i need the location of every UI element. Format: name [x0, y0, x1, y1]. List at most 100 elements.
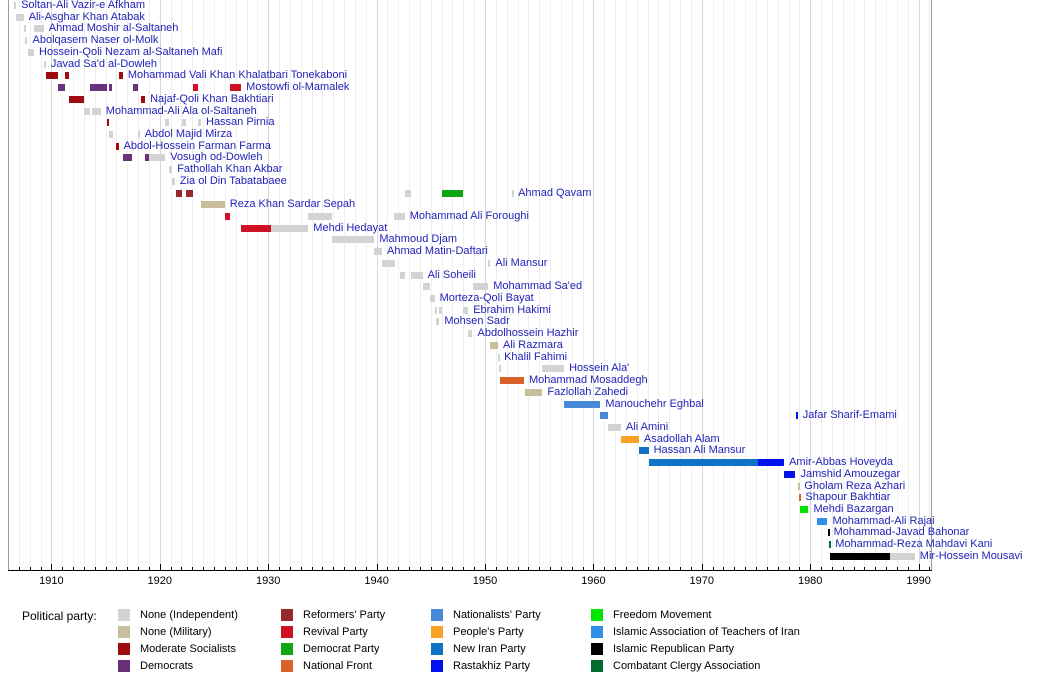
pm-name-link[interactable]: Mohammad Ali Foroughi	[409, 210, 529, 222]
pm-name-link[interactable]: Gholam Reza Azhari	[804, 479, 906, 492]
term-bar	[422, 283, 430, 291]
year-gridline	[658, 0, 660, 570]
term-bar	[14, 2, 17, 9]
pm-name-link[interactable]: Jafar Sharif-Emami	[802, 409, 897, 422]
minor-tick	[550, 567, 551, 570]
pm-name-link[interactable]: Vosugh od-Dowleh	[170, 151, 263, 164]
pm-name-link[interactable]: Morteza-Qoli Bayat	[439, 292, 534, 304]
minor-tick	[723, 567, 725, 570]
term-bar	[132, 84, 138, 91]
term-bar	[795, 412, 798, 420]
pm-name-link[interactable]: Javad Sa'd al-Dowleh	[50, 57, 157, 70]
pm-name-link[interactable]: Hossein-Qoli Nezam al-Saltaneh Mafi	[39, 45, 223, 58]
minor-tick	[712, 567, 714, 570]
pm-name-link[interactable]: Mohammad-Ali Rajai	[832, 514, 935, 527]
pm-name-link[interactable]: Mostowfi ol-Mamalek	[246, 81, 350, 93]
term-bar	[169, 166, 173, 174]
major-tick	[159, 564, 161, 570]
minor-tick	[896, 567, 898, 570]
pm-name-link[interactable]: Ali Amini	[626, 420, 669, 433]
pm-name-link[interactable]: Ahmad Qavam	[518, 186, 592, 199]
major-tick	[810, 564, 812, 570]
pm-name-link[interactable]: Abdol Majid Mirza	[144, 127, 233, 140]
pm-name-link[interactable]: Hossein Ala'	[569, 362, 630, 375]
pm-name-link[interactable]: Abdol-Hossein Farman Farma	[123, 139, 271, 152]
pm-name-link[interactable]: Mohammad Vali Khan Khalatbari Tonekaboni	[127, 69, 348, 82]
term-bar	[435, 318, 440, 326]
year-gridline	[214, 0, 215, 570]
minor-tick	[853, 567, 855, 570]
minor-tick	[29, 567, 31, 570]
pm-name-link[interactable]: Asadollah Alam	[643, 432, 720, 445]
pm-name-link[interactable]: Abolqasem Naser ol-Molk	[32, 34, 159, 47]
plot-right-border	[931, 0, 932, 570]
pm-name-link[interactable]: Ali Mansur	[495, 256, 548, 269]
pm-name-link[interactable]: Mehdi Hedayat	[313, 221, 388, 234]
pm-name-link[interactable]: Hassan Ali Mansur	[653, 444, 746, 457]
legend-item-label: Rastakhiz Party	[453, 660, 531, 672]
major-tick	[485, 564, 486, 570]
year-gridline	[907, 0, 909, 570]
year-gridline	[354, 0, 356, 570]
pm-name-link[interactable]: Mohammad-Javad Bahonar	[833, 526, 970, 539]
minor-tick	[582, 567, 584, 570]
year-gridline	[127, 0, 129, 570]
axis-tick-label: 1940	[364, 575, 389, 587]
pm-name-link[interactable]: Ahmad Moshir al-Saltaneh	[48, 22, 179, 35]
minor-tick	[604, 567, 606, 570]
pm-name-link[interactable]: Mohsen Sadr	[444, 315, 510, 328]
decade-gridline	[918, 0, 920, 570]
pm-name-link[interactable]: Mahmoud Djam	[379, 233, 458, 246]
term-bar	[106, 119, 110, 127]
minor-tick	[18, 567, 20, 570]
pm-name-link[interactable]: Ali Razmara	[503, 338, 563, 351]
term-bar	[172, 177, 175, 185]
pm-name-link[interactable]: Ali-Asghar Khan Atabak	[28, 10, 145, 23]
pm-name-link[interactable]: Manouchehr Eghbal	[605, 397, 704, 410]
pm-name-link[interactable]: Fazlollah Zahedi	[547, 385, 629, 398]
pm-name-link[interactable]: Hassan Pirnia	[206, 116, 275, 129]
pm-name-link[interactable]: Soltan-Ali Vazir-e Afkham	[21, 0, 145, 11]
decade-gridline	[701, 0, 703, 570]
term-bar	[141, 95, 146, 103]
axis-tick-label: 1950	[472, 575, 498, 587]
pm-name-link[interactable]: Najaf-Qoli Khan Bakhtiari	[150, 92, 274, 105]
minor-tick	[517, 567, 519, 570]
term-bar	[442, 189, 463, 197]
pm-name-link[interactable]: Mohammad-Ali Ala ol-Saltaneh	[105, 104, 257, 117]
pm-name-link[interactable]: Mir-Hossein Mousavi	[919, 549, 1023, 562]
term-bar	[186, 189, 194, 197]
pm-name-link[interactable]: Shapour Bakhtiar	[805, 491, 891, 504]
pm-name-link[interactable]: Mohammad Mosaddegh	[529, 374, 648, 386]
legend-color-swatch	[591, 626, 603, 638]
pm-name-link[interactable]: Ebrahim Hakimi	[473, 303, 551, 316]
pm-name-link[interactable]: Mehdi Bazargan	[813, 503, 894, 515]
pm-name-link[interactable]: Zia ol Din Tabatabaee	[179, 174, 287, 187]
pm-name-link[interactable]: Abdolhossein Hazhir	[477, 327, 579, 340]
minor-tick	[506, 567, 508, 570]
minor-tick	[430, 567, 432, 570]
term-bar	[137, 130, 140, 138]
axis-tick-label: 1970	[689, 575, 715, 587]
term-bar	[758, 459, 785, 467]
pm-name-link[interactable]: Fathollah Khan Akbar	[177, 163, 283, 176]
legend-color-swatch	[591, 643, 603, 655]
year-gridline	[712, 0, 714, 570]
minor-tick	[62, 567, 64, 570]
pm-name-link[interactable]: Amir-Abbas Hoveyda	[789, 456, 894, 469]
pm-name-link[interactable]: Reza Khan Sardar Sepah	[229, 198, 356, 211]
minor-tick	[842, 567, 844, 570]
pm-name-link[interactable]: Mohammad-Reza Mahdavi Kani	[835, 538, 993, 551]
minor-tick	[311, 567, 313, 570]
minor-tick	[886, 567, 887, 570]
year-gridline	[756, 0, 757, 570]
year-gridline	[365, 0, 367, 570]
pm-name-link[interactable]: Khalil Fahimi	[504, 350, 568, 363]
pm-name-link[interactable]: Mohammad Sa'ed	[493, 280, 583, 293]
pm-name-link[interactable]: Ahmad Matin-Daftari	[387, 245, 488, 258]
year-gridline	[604, 0, 606, 570]
minor-tick	[615, 567, 616, 570]
pm-name-link[interactable]: Ali Soheili	[427, 268, 476, 281]
pm-name-link[interactable]: Jamshid Amouzegar	[800, 467, 901, 480]
year-gridline	[138, 0, 140, 570]
